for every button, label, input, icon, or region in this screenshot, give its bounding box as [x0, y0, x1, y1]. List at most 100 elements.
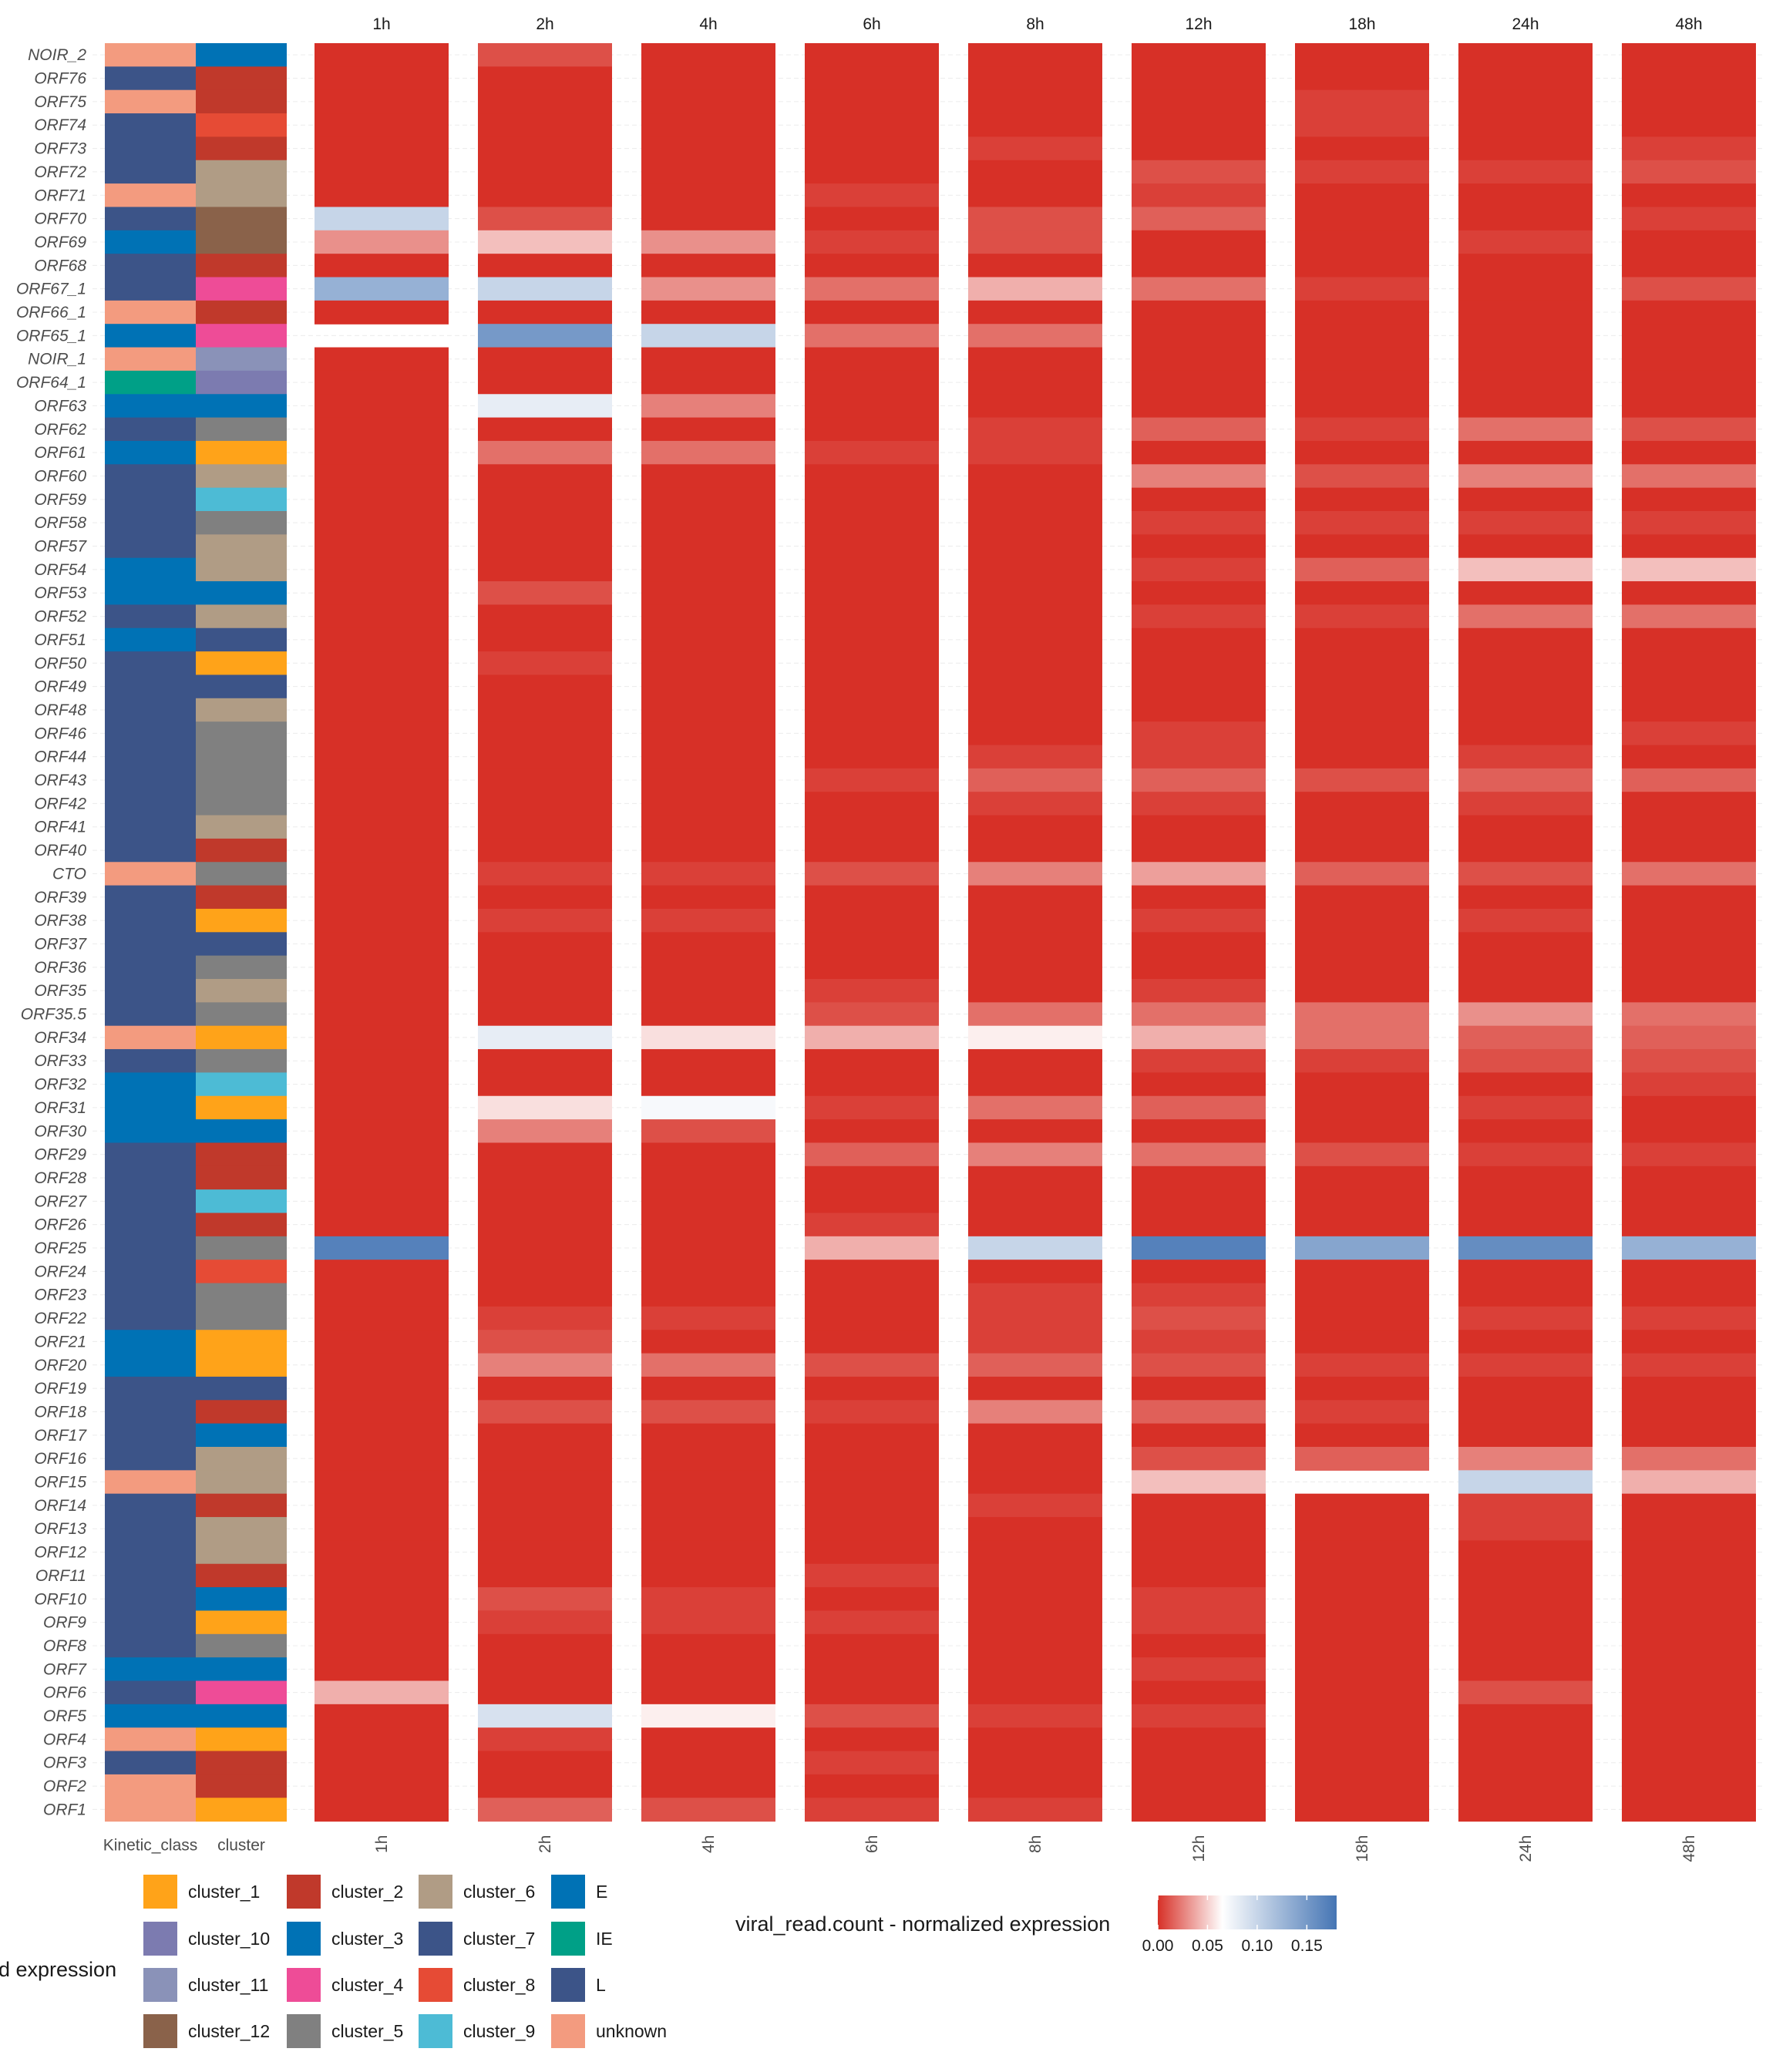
cluster-cell	[196, 511, 287, 535]
heatmap-cell	[968, 1049, 1102, 1073]
heatmap-cell	[478, 1657, 612, 1682]
kinetic-class-cell	[105, 1330, 196, 1354]
row-label: NOIR_1	[28, 351, 86, 368]
heatmap-cell	[968, 1400, 1102, 1424]
heatmap-cell	[1622, 277, 1756, 301]
heatmap-cell	[805, 768, 939, 792]
heatmap-cell	[478, 1774, 612, 1798]
heatmap-cell	[1132, 89, 1266, 114]
column-label-bottom: 8h	[1027, 1835, 1044, 1853]
cluster-cell	[196, 1727, 287, 1752]
heatmap-cell	[1132, 1423, 1266, 1448]
legend-swatch	[143, 1968, 177, 2002]
heatmap-cell	[314, 300, 449, 325]
heatmap-cell	[968, 955, 1102, 980]
heatmap-cell	[641, 1260, 775, 1284]
heatmap-cell	[1622, 1166, 1756, 1190]
heatmap-cell	[1295, 1540, 1429, 1565]
kinetic-class-cell	[105, 1470, 196, 1495]
heatmap-cell	[478, 207, 612, 231]
heatmap-cell	[478, 604, 612, 629]
heatmap-cell	[478, 1517, 612, 1541]
heatmap-cell	[314, 1657, 449, 1682]
kinetic-class-cell	[105, 1540, 196, 1565]
heatmap-cell	[314, 1306, 449, 1330]
heatmap-cell	[1458, 979, 1593, 1003]
kinetic-class-cell	[105, 1587, 196, 1612]
kinetic-class-cell	[105, 1517, 196, 1541]
kinetic-class-cell	[105, 908, 196, 933]
heatmap-cell	[805, 136, 939, 161]
legend-swatch	[287, 1922, 321, 1956]
heatmap-cell	[478, 862, 612, 886]
cluster-cell	[196, 627, 287, 652]
heatmap-cell	[641, 440, 775, 465]
heatmap-cell	[641, 300, 775, 325]
heatmap-cell	[968, 394, 1102, 419]
heatmap-cell	[1132, 1213, 1266, 1237]
heatmap-cell	[1622, 136, 1756, 161]
heatmap-cell	[805, 89, 939, 114]
row-label: ORF44	[34, 748, 86, 766]
heatmap-cell	[478, 324, 612, 348]
cluster-cell	[196, 1610, 287, 1635]
heatmap-cell	[478, 1049, 612, 1073]
heatmap-cell	[805, 1704, 939, 1728]
heatmap-cell	[314, 43, 449, 67]
column-label-top: 8h	[1026, 15, 1044, 33]
heatmap-cell	[314, 1049, 449, 1073]
row-label: ORF58	[34, 514, 86, 532]
kinetic-class-cell	[105, 1119, 196, 1144]
heatmap-cell	[1458, 1587, 1593, 1612]
heatmap-cell	[968, 534, 1102, 559]
heatmap-cell	[1458, 277, 1593, 301]
heatmap-cell	[1458, 1680, 1593, 1705]
column-label-bottom: 6h	[863, 1835, 881, 1853]
heatmap-cell	[1132, 511, 1266, 535]
heatmap-cell	[805, 230, 939, 254]
column-label-bottom: 24h	[1517, 1835, 1535, 1862]
heatmap-cell	[805, 1306, 939, 1330]
heatmap-cell	[641, 160, 775, 184]
heatmap-cell	[1458, 1727, 1593, 1752]
cluster-cell	[196, 979, 287, 1003]
row-label: ORF35	[34, 982, 86, 1000]
heatmap-cell	[1458, 370, 1593, 395]
row-label: ORF13	[34, 1520, 86, 1538]
heatmap-cell	[1458, 1213, 1593, 1237]
heatmap-cell	[478, 698, 612, 722]
heatmap-cell	[314, 1002, 449, 1027]
heatmap-cell	[805, 394, 939, 419]
heatmap-cell	[641, 1119, 775, 1144]
row-label: ORF34	[34, 1029, 86, 1047]
heatmap-cell	[805, 183, 939, 208]
heatmap-cell	[314, 1517, 449, 1541]
kinetic-class-cell	[105, 1704, 196, 1728]
cluster-cell	[196, 722, 287, 746]
kinetic-class-cell	[105, 230, 196, 254]
heatmap-cell	[314, 1236, 449, 1260]
heatmap-cell	[478, 932, 612, 957]
heatmap-cell	[478, 1727, 612, 1752]
heatmap-cell	[478, 394, 612, 419]
heatmap-cell	[1622, 1540, 1756, 1565]
heatmap-cell	[314, 1633, 449, 1658]
heatmap-cell	[478, 792, 612, 816]
heatmap-cell	[314, 1680, 449, 1705]
kinetic-class-cell	[105, 955, 196, 980]
heatmap-cell	[968, 136, 1102, 161]
heatmap-cell	[805, 511, 939, 535]
heatmap-cell	[1622, 1025, 1756, 1050]
heatmap-cell	[805, 487, 939, 512]
heatmap-cell	[805, 932, 939, 957]
heatmap-cell	[641, 277, 775, 301]
heatmap-cell	[1458, 1563, 1593, 1588]
heatmap-cell	[641, 1353, 775, 1377]
heatmap-cell	[1622, 207, 1756, 231]
kinetic-class-cell	[105, 1400, 196, 1424]
heatmap-cell	[641, 1306, 775, 1330]
heatmap-cell	[1295, 979, 1429, 1003]
row-label: ORF27	[34, 1192, 87, 1210]
cluster-cell	[196, 1423, 287, 1448]
heatmap-cell	[314, 183, 449, 208]
